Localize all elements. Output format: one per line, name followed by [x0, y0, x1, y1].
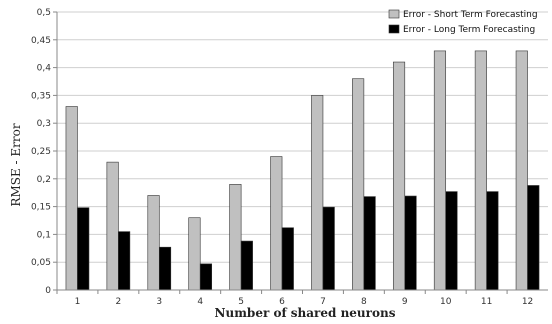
bar-short-term	[270, 156, 283, 291]
x-tick-label: 3	[156, 297, 162, 307]
x-tick-label: 11	[481, 297, 492, 307]
y-tick-label: 0,3	[37, 119, 51, 129]
x-tick-label: 8	[361, 297, 367, 307]
x-tick-label: 5	[238, 297, 244, 307]
legend-swatch	[388, 24, 400, 34]
bar-long-term	[77, 207, 90, 291]
bar-short-term	[392, 61, 406, 291]
y-tick-labels: 0 0,05 0,1 0,15 0,2 0,25 0,3 0,35 0,4 0,45 0,5	[31, 8, 51, 296]
bar-long-term	[445, 191, 458, 291]
y-tick-label: 0,05	[31, 258, 51, 268]
bar-long-term	[281, 227, 294, 291]
bar-long-term	[404, 195, 417, 291]
bar-long-term	[486, 191, 499, 291]
legend-label: Error - Short Term Forecasting	[403, 10, 538, 20]
x-tick-label: 10	[440, 297, 452, 307]
bar-short-term	[147, 195, 160, 291]
y-tick-label: 0,1	[37, 230, 51, 240]
bar-short-term	[433, 50, 447, 291]
bar-short-term	[474, 50, 487, 291]
x-tick-label: 4	[197, 297, 203, 307]
x-tick-label: 2	[116, 297, 122, 307]
x-tick-label: 9	[402, 297, 408, 307]
bar-long-term	[527, 185, 540, 291]
y-tick-label: 0,2	[37, 175, 51, 185]
x-tick-label: 1	[75, 297, 81, 307]
y-tick-label: 0,5	[37, 8, 51, 18]
y-axis-title: RMSE - Error	[9, 123, 23, 206]
bar-long-term	[158, 246, 172, 291]
gridlines	[53, 11, 548, 294]
bar-long-term	[322, 206, 335, 291]
y-tick-label: 0,45	[31, 36, 51, 46]
legend: Error - Short Term Forecasting Error - Lo…	[388, 9, 538, 35]
x-tick-label: 12	[522, 297, 533, 307]
bars	[65, 50, 540, 291]
bar-short-term	[188, 217, 201, 291]
x-tick-labels: 1 2 3 4 5 6 7 8 9 10 11 12	[75, 297, 534, 307]
bar-long-term	[363, 196, 376, 291]
y-tick-label: 0,25	[31, 147, 51, 157]
bar-short-term	[515, 50, 528, 291]
bar-short-term	[311, 95, 324, 291]
y-tick-label: 0,15	[31, 203, 51, 213]
x-tick-label: 7	[320, 297, 326, 307]
bar-long-term	[240, 240, 253, 291]
bar-short-term	[106, 161, 119, 291]
y-tick-label: 0	[45, 286, 51, 296]
bar-short-term	[65, 106, 78, 291]
y-tick-label: 0,4	[37, 64, 52, 74]
bar-short-term	[352, 78, 365, 291]
legend-swatch	[388, 9, 400, 19]
bar-long-term	[199, 263, 213, 291]
x-axis-title: Number of shared neurons	[215, 306, 396, 320]
bar-long-term	[118, 231, 131, 291]
legend-label: Error - Long Term Forecasting	[403, 25, 535, 35]
y-tick-label: 0,35	[31, 91, 51, 101]
bar-short-term	[229, 184, 242, 291]
x-tick-label: 6	[279, 297, 285, 307]
